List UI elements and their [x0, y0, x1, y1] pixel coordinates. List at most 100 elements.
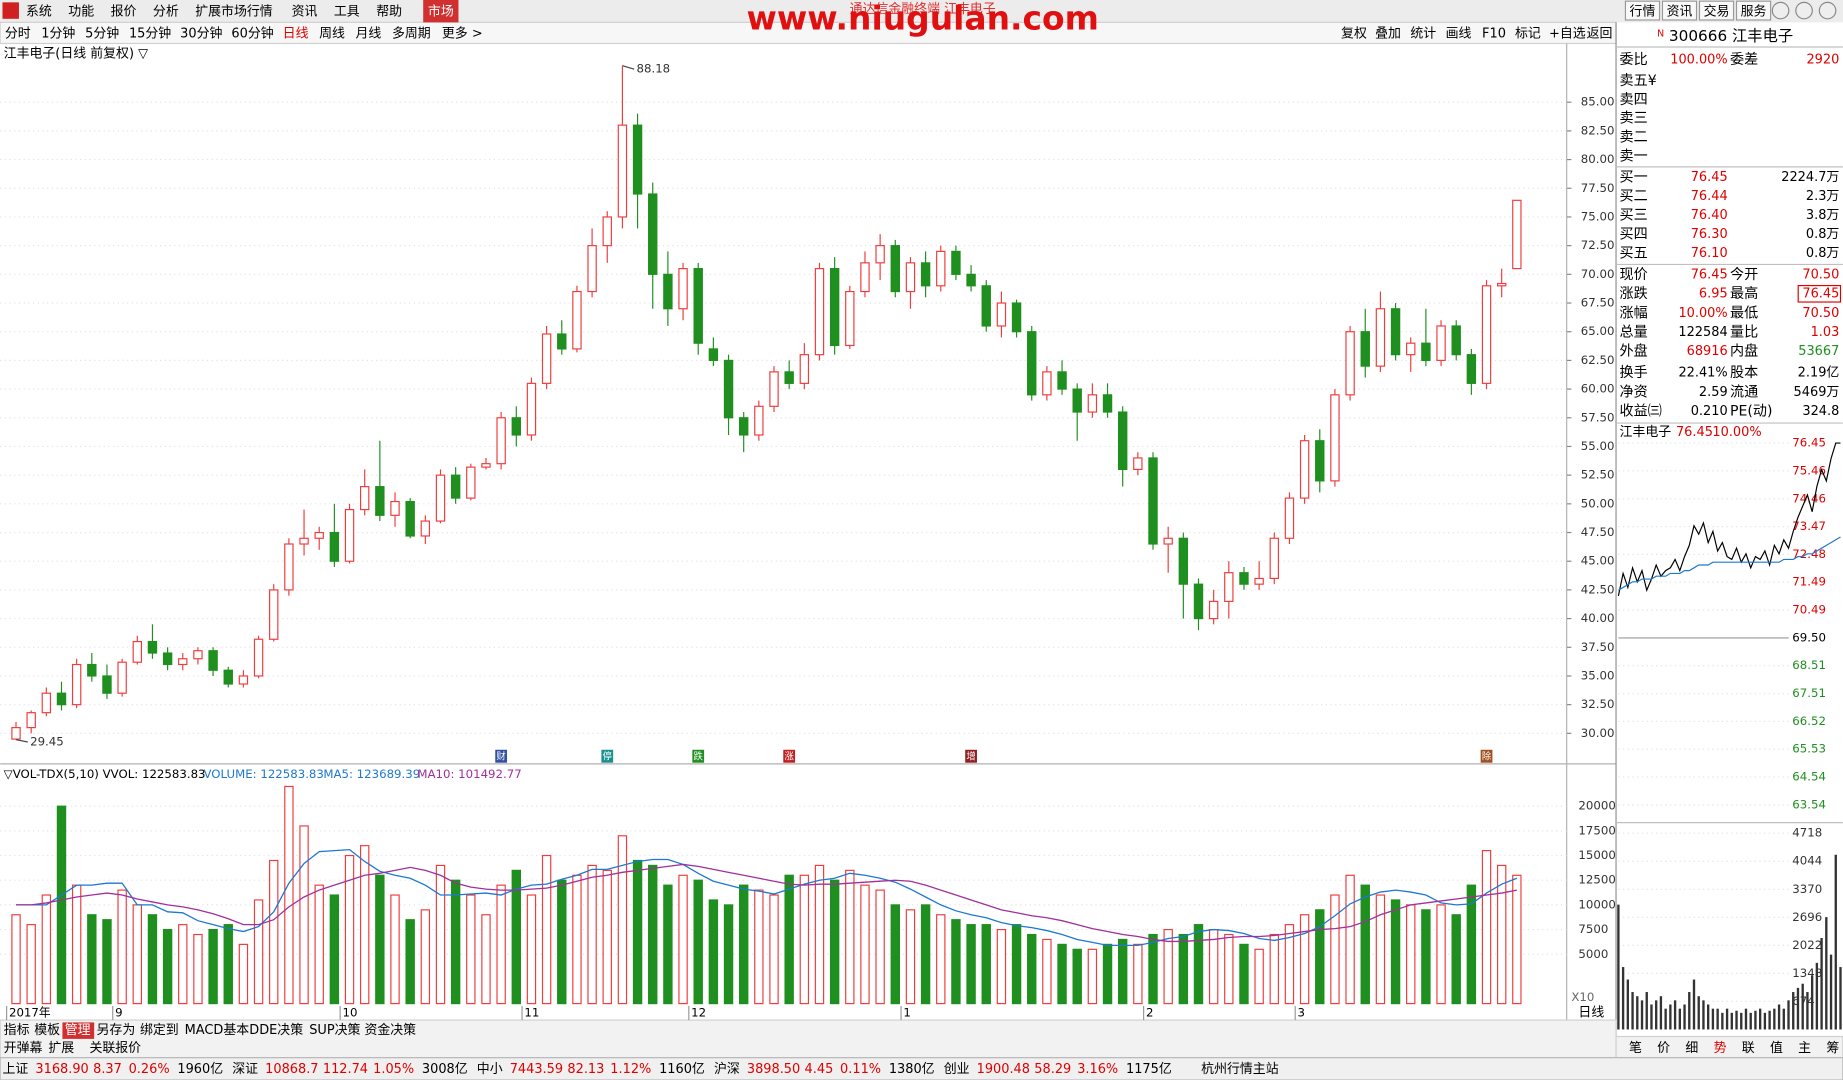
tool-button[interactable]: 统计	[1410, 27, 1436, 42]
sell-level: 卖五¥	[1620, 73, 1657, 89]
event-marker-label[interactable]: 除	[1482, 750, 1492, 762]
candle-body	[1057, 371, 1067, 390]
top-button[interactable]	[1698, 0, 1735, 21]
status-field: 1900.48	[977, 1062, 1030, 1077]
menu-item[interactable]: 帮助	[376, 4, 402, 19]
tool-button[interactable]: 返回	[1587, 27, 1613, 42]
event-marker-label[interactable]: 停	[603, 750, 612, 762]
tool-button[interactable]: 复权	[1341, 26, 1367, 42]
top-button-label[interactable]: 行情	[1630, 4, 1656, 19]
y-tick-label: 65.00	[1581, 324, 1615, 338]
tool-button[interactable]: 叠加	[1375, 27, 1401, 42]
period-tab[interactable]: 周线	[319, 27, 345, 42]
quote-value: 6.95	[1699, 287, 1728, 302]
top-button[interactable]	[1624, 0, 1661, 21]
server: 杭州行情主站	[1201, 1062, 1279, 1077]
quote-label: 买三	[1620, 208, 1648, 224]
period-tab[interactable]: 60分钟	[231, 26, 273, 42]
event-marker[interactable]	[783, 749, 796, 763]
event-marker[interactable]	[1480, 749, 1493, 763]
y-tick-label: 12500	[1578, 873, 1615, 887]
tool-button[interactable]: 画线	[1446, 27, 1472, 42]
period-tab[interactable]: 更多 >	[442, 27, 483, 42]
side-tab[interactable]: 主	[1798, 1041, 1811, 1056]
menu-item[interactable]: 扩展市场行情	[195, 3, 273, 19]
side-tab[interactable]: 细	[1685, 1041, 1698, 1056]
top-button-label[interactable]: 交易	[1704, 3, 1730, 19]
side-tab[interactable]: 势	[1714, 1040, 1727, 1056]
volume-bar	[1027, 933, 1037, 1005]
period-tab[interactable]: 多周期	[392, 27, 431, 42]
bottom-tab[interactable]: MACD基本	[185, 1023, 250, 1038]
bottom-tab[interactable]: 指标	[4, 1023, 30, 1038]
side-tab[interactable]: 联	[1742, 1041, 1755, 1056]
top-button-label[interactable]: 资讯	[1667, 4, 1693, 19]
event-marker[interactable]	[601, 749, 614, 763]
bottom-tab[interactable]: 开弹幕	[4, 1041, 43, 1056]
y-tick-label: 17500	[1578, 823, 1615, 837]
event-marker[interactable]	[692, 749, 705, 763]
bottom-tab[interactable]: 扩展	[48, 1041, 74, 1056]
tool-button[interactable]: +自选	[1549, 27, 1586, 42]
period-tab[interactable]: 月线	[356, 27, 382, 42]
mini-title: 江丰电子	[1620, 425, 1672, 440]
event-marker[interactable]	[965, 749, 977, 763]
menu-item[interactable]: 报价	[111, 4, 137, 19]
candle-body	[1299, 440, 1310, 499]
volume-bar	[1087, 948, 1098, 1005]
top-button[interactable]	[1735, 0, 1772, 21]
axis-period[interactable]: 日线	[1578, 1006, 1604, 1021]
tool-button[interactable]: 标记	[1515, 27, 1541, 42]
side-tab[interactable]: 筹	[1826, 1040, 1839, 1056]
side-tab[interactable]: 笔	[1629, 1040, 1642, 1056]
market-tab-bg[interactable]	[423, 0, 459, 23]
event-marker-label[interactable]: 跌	[694, 750, 704, 762]
bottom-tab[interactable]: 模板	[34, 1023, 60, 1038]
period-tab[interactable]: 30分钟	[180, 26, 222, 42]
market-tab[interactable]: 市场	[428, 3, 454, 19]
volume-bar	[481, 914, 491, 1005]
candle-body	[1072, 388, 1082, 413]
tab-active-bg[interactable]	[62, 1022, 95, 1039]
side-tab[interactable]: 价	[1657, 1041, 1670, 1056]
bottom-tab[interactable]: SUP决策	[309, 1022, 360, 1038]
period-tab[interactable]: 日线	[283, 27, 309, 42]
bottom-tab[interactable]: 资金决策	[364, 1022, 416, 1038]
zoom[interactable]: X10	[1571, 990, 1594, 1004]
candle-body	[693, 268, 703, 344]
window-control[interactable]	[1818, 1, 1837, 20]
menu-item[interactable]: 功能	[68, 4, 94, 19]
bottom-tab[interactable]: 另存为	[97, 1023, 136, 1038]
candle-body	[1481, 285, 1492, 384]
volume-bar	[905, 909, 916, 1005]
candle-body	[435, 474, 446, 522]
volume-legend: MA5: 123689.39	[323, 767, 420, 781]
status-field: 1.12%	[610, 1062, 651, 1077]
top-button-label[interactable]: 服务	[1741, 3, 1767, 19]
window-control[interactable]	[1771, 1, 1790, 20]
side-tab[interactable]: 值	[1770, 1040, 1783, 1056]
event-marker-label[interactable]: 涨	[784, 751, 794, 762]
bottom-tab[interactable]: 管理	[65, 1023, 91, 1038]
quote-label: 委差	[1730, 52, 1758, 68]
menu-item[interactable]: 资讯	[292, 4, 318, 19]
period-tab[interactable]: 5分钟	[85, 26, 119, 42]
window-control[interactable]	[1795, 1, 1813, 20]
period-tab[interactable]: 1分钟	[41, 26, 75, 42]
tool-button[interactable]: F10	[1482, 27, 1506, 42]
menu-item[interactable]: 系统	[26, 4, 52, 19]
bottom-tab[interactable]: DDE决策	[249, 1022, 303, 1038]
event-marker-label[interactable]: 增	[966, 750, 975, 762]
bottom-tab[interactable]: 绑定到	[140, 1023, 179, 1038]
candle-body	[1512, 199, 1522, 270]
menu-item[interactable]: 分析	[153, 4, 179, 19]
period-tab[interactable]: 分时	[5, 27, 31, 42]
quote-label: 流通	[1730, 384, 1758, 400]
bottom-tab[interactable]: 关联报价	[89, 1041, 141, 1056]
volume-bar	[1360, 884, 1370, 1005]
top-button[interactable]	[1661, 0, 1698, 21]
event-marker[interactable]	[495, 749, 508, 763]
period-tab[interactable]: 15分钟	[129, 26, 171, 42]
event-marker-label[interactable]: 财	[496, 750, 505, 762]
menu-item[interactable]: 工具	[334, 4, 360, 19]
